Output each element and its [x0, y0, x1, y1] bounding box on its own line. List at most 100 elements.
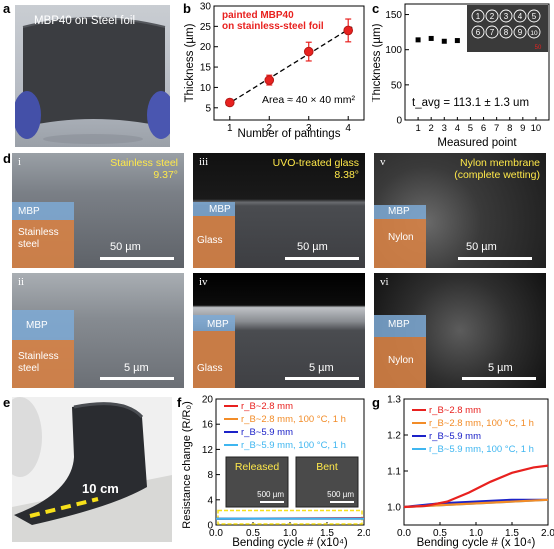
chart-f-legend-label: r_B~2.8 mm	[241, 401, 293, 412]
sem-vi-roman: vi	[380, 276, 389, 288]
chart-c-inset-ruler: 50	[535, 45, 542, 51]
chart-c-ylabel: Thickness (µm)	[372, 23, 383, 102]
sem-vi-layer-bottom: Nylon	[388, 355, 414, 366]
panel-label-b: b	[183, 1, 191, 16]
chart-g-xtick-label: 0.0	[397, 528, 411, 539]
chart-b-ytick-label: 5	[205, 103, 211, 114]
sem-iv-layer-top: MBP	[207, 319, 229, 330]
chart-g-xtick-label: 0.5	[433, 528, 447, 539]
chart-c-inset-label: 2	[490, 12, 495, 21]
chart-f-legend-label: r_B~5.9 mm, 100 °C, 1 h	[241, 440, 346, 451]
length-label: 10 cm	[82, 481, 119, 496]
chart-g-ytick-label: 1.2	[387, 431, 401, 442]
sem-v-roman: v	[380, 156, 386, 168]
sem-i-title: Stainless steel 9.37°	[110, 157, 178, 181]
sem-panel-iv: MBP Glass iv 5 µm	[193, 273, 365, 388]
chart-c-xtick-label: 1	[415, 123, 420, 134]
sem-iv-scale-label: 5 µm	[309, 362, 334, 374]
sem-ii-layer-bottom: Stainless steel	[18, 351, 59, 374]
sem-panel-i: MBP Stainless steel i Stainless steel 9.3…	[12, 153, 184, 268]
sem-v-subtitle: (complete wetting)	[454, 169, 540, 181]
chart-f-inset-scale: 500 µm	[257, 490, 284, 499]
sem-v-scale-label: 50 µm	[466, 241, 497, 253]
sem-ii-scale-label: 5 µm	[124, 362, 149, 374]
sem-iv-roman: iv	[199, 276, 208, 288]
sem-v-layer-bottom: Nylon	[388, 232, 414, 243]
chart-f-ytick-label: 20	[202, 395, 214, 406]
chart-c-inset-label: 5	[532, 12, 537, 21]
chart-b-xtick-label: 4	[345, 123, 351, 134]
chart-c-xlabel: Measured point	[437, 137, 517, 149]
chart-f-ytick-label: 8	[207, 470, 213, 481]
chart-f-xtick-label: 1.0	[283, 528, 297, 539]
chart-b-ytick-label: 20	[200, 42, 212, 53]
chart-g-xlabel: Bending cycle # (x 10⁴)	[417, 537, 536, 549]
chart-c-inset-label: 4	[518, 12, 523, 21]
photo-foil: MBP40 on Steel foil	[15, 5, 170, 147]
chart-c-inset-label: 6	[476, 28, 481, 37]
sem-vi-layer-top: MBP	[388, 319, 410, 330]
sem-i-roman: i	[18, 156, 22, 168]
chart-g-legend-label: r_B~2.8 mm	[429, 405, 481, 416]
sem-ii-scale-bar	[100, 377, 174, 380]
chart-f-ytick-label: 4	[207, 495, 213, 506]
chart-c-inset-circle	[499, 25, 513, 39]
sem-v-title-text: Nylon membrane	[460, 157, 540, 169]
chart-c-inset-label: 10	[530, 30, 538, 37]
sem-vi-scale-bar	[462, 377, 536, 380]
sem-iv-layer-bottom: Glass	[197, 363, 223, 374]
chart-c-xtick-label: 6	[481, 123, 486, 134]
chart-b-point	[264, 75, 275, 85]
chart-c-inset-circle	[471, 9, 485, 23]
chart-c-annotation: t_avg = 113.1 ± 1.3 um	[412, 97, 529, 109]
panel-label-e: e	[3, 395, 11, 410]
chart-resistance-zoom: 0.0 0.5 1.0 1.5 2.0 1.0 1.1 1.2 1.3 r_B~2.8 mm r_…	[387, 395, 554, 549]
sem-i-angle: 9.37°	[153, 169, 178, 181]
chart-g-ytick-label: 1.0	[387, 503, 401, 514]
panel-label-d: d	[3, 151, 11, 166]
sem-v-layer-top: MBP	[388, 206, 410, 217]
chart-g-legend-label: r_B~5.9 mm	[429, 431, 481, 442]
chart-b-xtick-label: 1	[227, 123, 233, 134]
chart-g-xtick-label: 2.0	[541, 528, 554, 539]
sem-iii-title: UVO-treated glass 8.38°	[273, 157, 359, 181]
chart-c-inset-label: 1	[476, 12, 481, 21]
sem-v-title: Nylon membrane (complete wetting)	[454, 157, 540, 181]
chart-g-ytick-label: 1.1	[387, 467, 401, 478]
sem-i-title-text: Stainless steel	[110, 157, 178, 169]
chart-c-inset-label: 3	[504, 12, 509, 21]
chart-thickness-vs-paintings: 1 2 3 4 5 10 15 20 25 30 painted MBP40 on stainle…	[184, 2, 365, 140]
chart-b-ytick-label: 30	[200, 2, 212, 13]
chart-b-ytick-label: 10	[200, 83, 212, 94]
sem-ii-roman: ii	[18, 276, 25, 288]
sem-panel-v: MBP Nylon v Nylon membrane (complete wett…	[374, 153, 546, 268]
sem-panel-vi: MBP Nylon vi 5 µm	[374, 273, 546, 388]
sem-ii-layer-top: MBP	[26, 320, 48, 331]
chart-f-ytick-label: 16	[202, 420, 214, 431]
chart-g-legend-label: r_B~5.9 mm, 100 °C, 1 h	[429, 444, 534, 455]
chart-b-ytick-label: 25	[200, 22, 212, 33]
chart-f-xtick-label: 1.5	[320, 528, 334, 539]
chart-b-legend-line2: on stainless-steel foil	[222, 21, 324, 32]
sem-i-scale-label: 50 µm	[110, 241, 141, 253]
chart-g-xtick-label: 1.5	[505, 528, 519, 539]
chart-f-ytick-label: 0	[207, 521, 213, 532]
chart-g-ytick-label: 1.3	[387, 395, 401, 406]
chart-b-legend-line1: painted MBP40	[222, 10, 294, 21]
panel-label-a: a	[3, 1, 11, 16]
chart-b-xtick-label: 2	[266, 123, 272, 134]
sem-iii-angle: 8.38°	[334, 169, 359, 181]
sem-iii-roman: iii	[199, 156, 209, 168]
chart-b-point	[303, 46, 314, 57]
chart-resistance-change: 0.0 0.5 1.0 1.5 2.0 0 4 8 12 16 20 r_B~2.8 mm r_B~2…	[181, 395, 370, 549]
chart-b-ylabel: Thickness (µm)	[184, 23, 196, 102]
sem-iii-layer-top: MBP	[209, 204, 231, 215]
chart-c-ytick-label: 100	[385, 45, 402, 56]
chart-c-inset-circle	[527, 25, 541, 39]
chart-c-xtick-label: 8	[507, 123, 512, 134]
bent-foil-drawing	[12, 397, 172, 542]
chart-c-inset-circle	[513, 9, 527, 23]
chart-b-point	[224, 97, 235, 108]
chart-f-xtick-label: 2.0	[357, 528, 370, 539]
